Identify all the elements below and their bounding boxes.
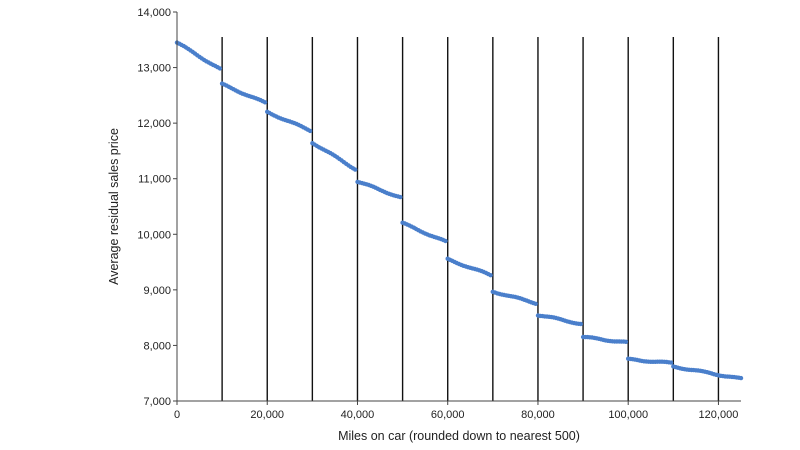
y-tick-label: 10,000 bbox=[137, 229, 171, 241]
x-tick-label: 60,000 bbox=[431, 409, 465, 421]
y-tick-label: 7,000 bbox=[143, 396, 171, 408]
data-point bbox=[578, 321, 583, 327]
y-tick-label: 8,000 bbox=[143, 340, 171, 352]
data-point bbox=[623, 339, 629, 344]
y-tick-label: 13,000 bbox=[137, 63, 171, 75]
scatter-points bbox=[174, 40, 744, 381]
x-tick-label: 40,000 bbox=[341, 409, 375, 421]
data-point bbox=[217, 66, 223, 71]
y-tick-label: 14,000 bbox=[137, 7, 171, 19]
x-tick-label: 20,000 bbox=[250, 409, 284, 421]
x-tick-label: 100,000 bbox=[608, 409, 648, 421]
data-point bbox=[262, 100, 268, 105]
x-axis-title: Miles on car (rounded down to nearest 50… bbox=[338, 429, 580, 443]
data-point bbox=[398, 194, 403, 200]
x-tick-label: 120,000 bbox=[699, 409, 739, 421]
x-axis-ticks: 0 20,000 40,000 60,000 80,000 100,000 120,000 bbox=[174, 401, 738, 421]
x-tick-label: 0 bbox=[174, 409, 180, 421]
x-tick-label: 80,000 bbox=[521, 409, 555, 421]
data-point bbox=[533, 301, 538, 306]
data-point bbox=[353, 167, 358, 172]
y-axis-ticks: 7,000 8,000 9,000 10,000 11,000 12,000 13,000 1… bbox=[137, 7, 177, 408]
y-axis-title: Average residual sales price bbox=[107, 128, 121, 285]
data-point bbox=[738, 375, 744, 381]
y-tick-label: 11,000 bbox=[138, 174, 171, 186]
vertical-lines bbox=[221, 37, 720, 401]
data-point bbox=[488, 273, 493, 278]
data-point bbox=[668, 360, 674, 365]
y-tick-label: 9,000 bbox=[143, 285, 171, 297]
y-tick-label: 12,000 bbox=[137, 118, 171, 130]
data-point bbox=[443, 238, 448, 244]
data-point bbox=[307, 128, 313, 134]
